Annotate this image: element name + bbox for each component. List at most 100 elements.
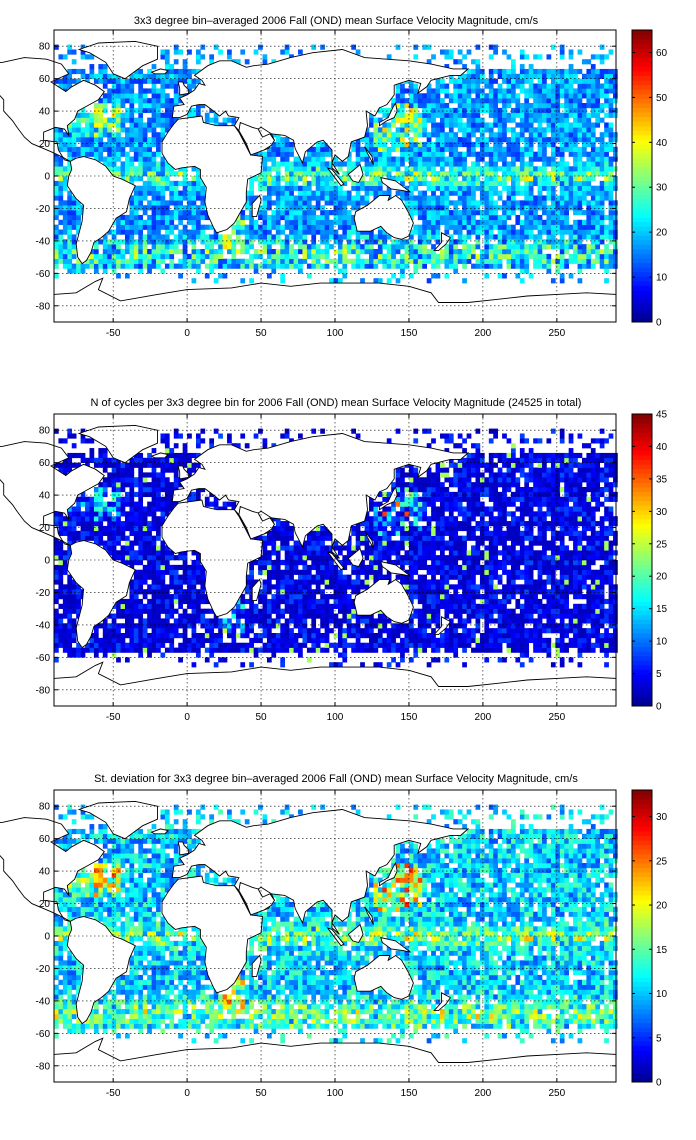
heatmap-cell <box>204 647 210 653</box>
colorbar-segment <box>632 98 652 104</box>
heatmap-cell <box>271 151 277 157</box>
heatmap-cell <box>142 258 148 264</box>
heatmap-cell <box>142 628 148 634</box>
heatmap-cell <box>164 467 170 473</box>
heatmap-cell <box>58 603 64 609</box>
heatmap-cell <box>160 180 166 187</box>
heatmap-cell <box>120 103 126 109</box>
heatmap-cell <box>400 180 405 187</box>
heatmap-cell <box>129 224 135 230</box>
heatmap-cell <box>156 141 161 148</box>
heatmap-cell <box>142 491 148 498</box>
heatmap-cell <box>524 103 530 109</box>
heatmap-cell <box>519 73 525 79</box>
heatmap-cell <box>599 107 605 114</box>
heatmap-cell <box>191 234 197 240</box>
heatmap-cell <box>253 234 259 240</box>
heatmap-cell <box>537 132 543 138</box>
heatmap-cell <box>542 103 547 109</box>
heatmap-cell <box>89 457 95 463</box>
heatmap-cell <box>586 127 592 133</box>
heatmap-cell <box>364 190 370 196</box>
heatmap-cell <box>124 141 130 148</box>
heatmap-cell <box>377 258 383 264</box>
heatmap-cell <box>484 253 490 260</box>
heatmap-cell <box>271 234 277 240</box>
heatmap-cell <box>351 244 357 250</box>
heatmap-cell <box>271 180 277 187</box>
heatmap-cell <box>471 117 476 123</box>
heatmap-cell <box>67 78 73 84</box>
heatmap-cell <box>413 200 419 206</box>
heatmap-cell <box>590 103 596 109</box>
heatmap-cell <box>431 273 436 279</box>
heatmap-cell <box>129 472 135 478</box>
heatmap-cell <box>116 608 121 614</box>
heatmap-cell <box>533 103 538 109</box>
heatmap-cell <box>364 263 370 269</box>
heatmap-cell <box>266 637 272 644</box>
heatmap-cell <box>426 171 432 177</box>
heatmap-cell <box>71 628 77 634</box>
heatmap-cell <box>67 594 73 600</box>
heatmap-cell <box>302 229 308 235</box>
heatmap-cell <box>116 88 121 94</box>
heatmap-cell <box>546 141 552 148</box>
heatmap-cell <box>475 93 481 99</box>
heatmap-cell <box>178 210 183 216</box>
heatmap-cell <box>533 253 538 260</box>
heatmap-cell <box>555 68 561 75</box>
heatmap-cell <box>386 137 392 143</box>
heatmap-cell <box>142 73 148 79</box>
heatmap-cell <box>71 623 77 629</box>
heatmap-cell <box>58 623 64 629</box>
heatmap-cell <box>373 146 379 152</box>
heatmap-cell <box>546 171 552 177</box>
coastline <box>0 57 105 162</box>
heatmap-cell <box>306 244 312 250</box>
heatmap-cell <box>200 234 206 240</box>
heatmap-cell <box>369 137 374 143</box>
heatmap-cell <box>550 244 556 250</box>
heatmap-cell <box>280 195 286 201</box>
heatmap-cell <box>608 122 614 128</box>
heatmap-cell <box>262 229 268 235</box>
heatmap-cell <box>373 258 379 264</box>
heatmap-cell <box>528 224 534 230</box>
heatmap-cell <box>187 112 192 118</box>
heatmap-cell <box>235 613 241 619</box>
heatmap-cell <box>138 613 144 619</box>
heatmap-cell <box>80 457 86 463</box>
heatmap-cell <box>395 103 401 109</box>
heatmap-cell <box>80 525 86 532</box>
heatmap-cell <box>160 88 166 94</box>
heatmap-cell <box>244 618 250 624</box>
heatmap-cell <box>67 521 73 527</box>
heatmap-cell <box>58 633 64 639</box>
heatmap-cell <box>275 613 281 619</box>
heatmap-cell <box>102 623 108 629</box>
heatmap-cell <box>573 98 578 104</box>
heatmap-cell <box>164 633 170 639</box>
heatmap-cell <box>195 190 201 196</box>
heatmap-cell <box>182 628 188 634</box>
heatmap-cell <box>555 98 561 104</box>
heatmap-cell <box>448 78 454 84</box>
coastline <box>150 68 169 75</box>
heatmap-cell <box>519 205 525 211</box>
heatmap-cell <box>133 210 139 216</box>
heatmap-cell <box>262 200 268 206</box>
heatmap-cell <box>129 579 135 585</box>
heatmap-cell <box>537 151 543 157</box>
heatmap-cell <box>302 205 308 211</box>
heatmap-cell <box>373 117 379 123</box>
heatmap-cell <box>293 185 299 191</box>
heatmap-cell <box>360 137 365 143</box>
heatmap-cell <box>581 210 587 216</box>
heatmap-cell <box>604 127 609 133</box>
heatmap-cell <box>164 550 170 556</box>
heatmap-cell <box>156 487 161 493</box>
heatmap-cell <box>497 137 503 143</box>
heatmap-cell <box>124 633 130 639</box>
heatmap-cell <box>54 156 59 162</box>
